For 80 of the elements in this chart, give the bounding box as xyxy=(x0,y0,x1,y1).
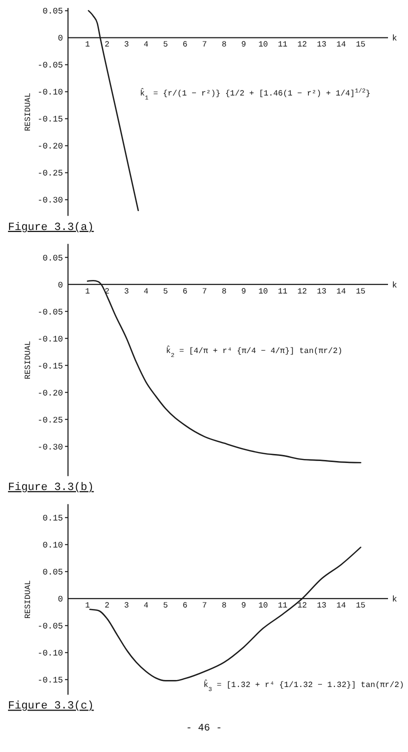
y-tick-label: -0.30 xyxy=(37,442,63,452)
x-tick-label: 14 xyxy=(336,287,346,296)
y-tick-label: -0.05 xyxy=(37,307,63,318)
x-tick-label: 6 xyxy=(182,602,188,611)
y-tick-label: -0.30 xyxy=(37,196,63,206)
x-tick-label: 15 xyxy=(356,287,366,296)
y-tick-label: -0.20 xyxy=(37,142,63,152)
x-tick-label: 5 xyxy=(163,287,168,296)
x-tick-label: 14 xyxy=(336,602,346,611)
x-tick-label: 1 xyxy=(85,40,90,50)
x-tick-label: 13 xyxy=(316,602,327,611)
y-tick-label: 0 xyxy=(58,594,63,605)
x-tick-label: 9 xyxy=(241,602,246,611)
x-axis-title: k xyxy=(392,280,398,290)
x-axis-title: k xyxy=(392,594,398,605)
annotation: k̂$_{1}$ = {r/(1 − r²)} {1/2 + [1.46(1 − r²) + 1/4]$^{1/2}$} xyxy=(140,86,370,101)
x-tick-label: 5 xyxy=(163,40,168,50)
x-tick-label: 8 xyxy=(222,287,227,296)
y-tick-label: 0.05 xyxy=(42,253,63,264)
x-tick-label: 6 xyxy=(182,40,188,50)
text: - 46 - xyxy=(186,724,222,735)
x-tick-label: 7 xyxy=(202,287,208,296)
text: Figure 3.3(a) xyxy=(8,222,94,234)
x-tick-label: 4 xyxy=(144,287,149,296)
x-tick-label: 7 xyxy=(202,40,208,50)
x-tick-label: 12 xyxy=(297,40,308,50)
y-tick-label: -0.15 xyxy=(37,114,63,125)
x-tick-label: 11 xyxy=(278,40,288,50)
y-tick-label: -0.15 xyxy=(37,676,63,686)
y-tick-label: 0.10 xyxy=(42,540,63,551)
y-tick-label: -0.25 xyxy=(37,415,63,426)
x-tick-label: 10 xyxy=(258,287,268,296)
x-tick-label: 10 xyxy=(258,40,268,50)
annotation: k̂$_{3}$ = [1.32 + r⁴ {1/1.32 − 1.32}] tan(πr/2) xyxy=(204,680,404,693)
x-tick-label: 10 xyxy=(258,602,268,611)
y-tick-label: -0.05 xyxy=(37,60,63,71)
x-tick-label: 2 xyxy=(104,602,110,611)
y-tick-label: -0.05 xyxy=(37,622,63,632)
y-axis-title: RESIDUAL xyxy=(24,580,33,619)
text: Figure 3.3(c) xyxy=(8,700,94,713)
x-tick-label: 6 xyxy=(182,287,188,296)
y-tick-label: -0.20 xyxy=(37,388,63,398)
x-tick-label: 5 xyxy=(163,602,168,611)
x-tick-label: 7 xyxy=(202,602,208,611)
x-tick-label: 12 xyxy=(297,287,308,296)
y-tick-label: 0.05 xyxy=(42,6,63,17)
x-tick-label: 14 xyxy=(336,40,346,50)
x-tick-label: 4 xyxy=(144,40,149,50)
x-tick-label: 12 xyxy=(297,602,308,611)
x-axis-title: k xyxy=(392,34,398,44)
x-tick-label: 9 xyxy=(241,40,246,50)
x-tick-label: 8 xyxy=(222,40,227,50)
text: Figure 3.3(b) xyxy=(8,482,94,494)
x-tick-label: 3 xyxy=(124,602,130,611)
x-tick-label: 3 xyxy=(124,287,130,296)
y-tick-label: -0.10 xyxy=(37,334,63,344)
x-tick-label: 8 xyxy=(222,602,227,611)
y-tick-label: -0.10 xyxy=(37,88,63,98)
x-tick-label: 2 xyxy=(104,40,110,50)
y-axis-title: RESIDUAL xyxy=(24,340,33,380)
annotation: k̂$_{2}$ = [4/π + r⁴ {π/4 − 4/π}] tan(πr/2) xyxy=(166,346,342,359)
x-tick-label: 11 xyxy=(278,287,288,296)
y-tick-label: -0.15 xyxy=(37,361,63,372)
y-axis-title: RESIDUAL xyxy=(24,92,33,132)
y-tick-label: 0 xyxy=(58,34,63,44)
x-tick-label: 13 xyxy=(316,287,327,296)
y-tick-label: -0.10 xyxy=(37,648,63,659)
x-tick-label: 3 xyxy=(124,40,130,50)
x-tick-label: 1 xyxy=(85,287,90,296)
x-tick-label: 13 xyxy=(316,40,327,50)
y-tick-label: 0.05 xyxy=(42,568,63,578)
y-tick-label: 0 xyxy=(58,280,63,290)
y-tick-label: -0.25 xyxy=(37,168,63,179)
x-tick-label: 11 xyxy=(278,602,288,611)
x-tick-label: 15 xyxy=(356,602,366,611)
x-tick-label: 1 xyxy=(85,602,90,611)
x-tick-label: 4 xyxy=(144,602,149,611)
x-tick-label: 15 xyxy=(356,40,366,50)
y-tick-label: 0.15 xyxy=(42,514,63,524)
x-tick-label: 9 xyxy=(241,287,246,296)
